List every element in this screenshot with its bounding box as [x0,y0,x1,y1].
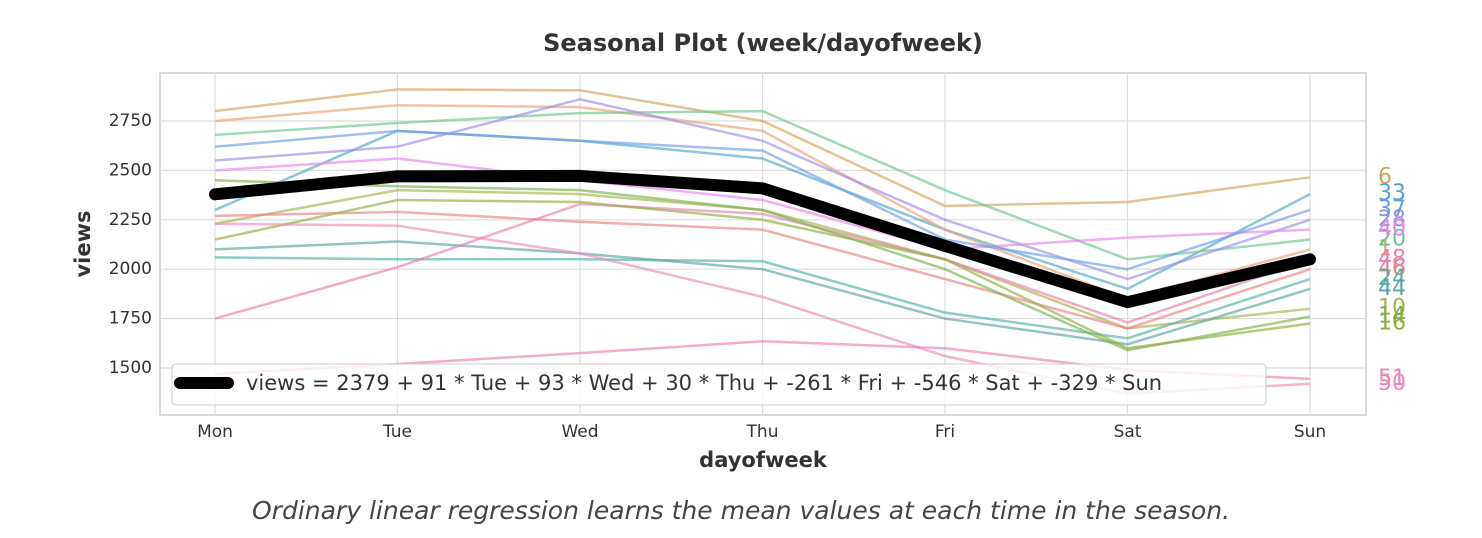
series-line [214,210,1311,330]
series-line [214,179,1311,352]
x-tick-label: Thu [746,422,779,442]
series-label: 48 [1378,246,1406,271]
x-tick-label: Fri [935,422,955,442]
y-tick-label: 2750 [109,111,152,131]
series-line [214,97,1311,281]
series-label: 50 [1378,371,1406,396]
y-tick-label: 2000 [109,259,152,279]
series-label: 40 [1378,217,1406,242]
series-label: 46 [1378,256,1406,281]
series-line [214,88,1311,208]
series-line [214,240,1311,346]
series-label: 33 [1378,181,1406,206]
legend-box [171,363,1267,406]
y-axis-label: views [71,210,95,277]
fit-line [209,169,1316,309]
y-tick-label: 2250 [109,210,152,230]
series-label: 1 [1378,236,1392,261]
series-label: 6 [1378,164,1392,189]
series-line [214,198,1311,350]
series-label: 44 [1378,276,1406,301]
x-tick-label: Tue [382,422,412,442]
series-label: 14 [1378,304,1406,329]
legend-label: views = 2379 + 91 * Tue + 93 * Wed + 30 … [246,371,1162,395]
x-tick-label: Mon [197,422,233,442]
x-axis-label: dayofweek [699,448,828,472]
series-line [214,202,1311,324]
series-label: 37 [1378,197,1406,222]
y-tick-label: 1750 [109,309,152,329]
series-label: 20 [1378,227,1406,252]
series-label: 16 [1378,311,1406,336]
x-tick-label: Sun [1294,422,1326,442]
series-line [214,157,1311,251]
chart-title: Seasonal Plot (week/dayofweek) [543,29,983,57]
series-label: 24 [1378,266,1406,291]
series-label: 51 [1378,366,1406,391]
caption: Ordinary linear regression learns the me… [252,496,1230,525]
series-line [214,129,1311,271]
y-tick-label: 1500 [109,358,152,378]
x-tick-label: Sat [1114,422,1142,442]
series-line [214,256,1311,340]
series-label: 28 [1378,207,1406,232]
x-tick-label: Wed [561,422,598,442]
series-line [214,109,1311,261]
series-label: 10 [1378,296,1406,321]
y-tick-label: 2500 [109,160,152,180]
